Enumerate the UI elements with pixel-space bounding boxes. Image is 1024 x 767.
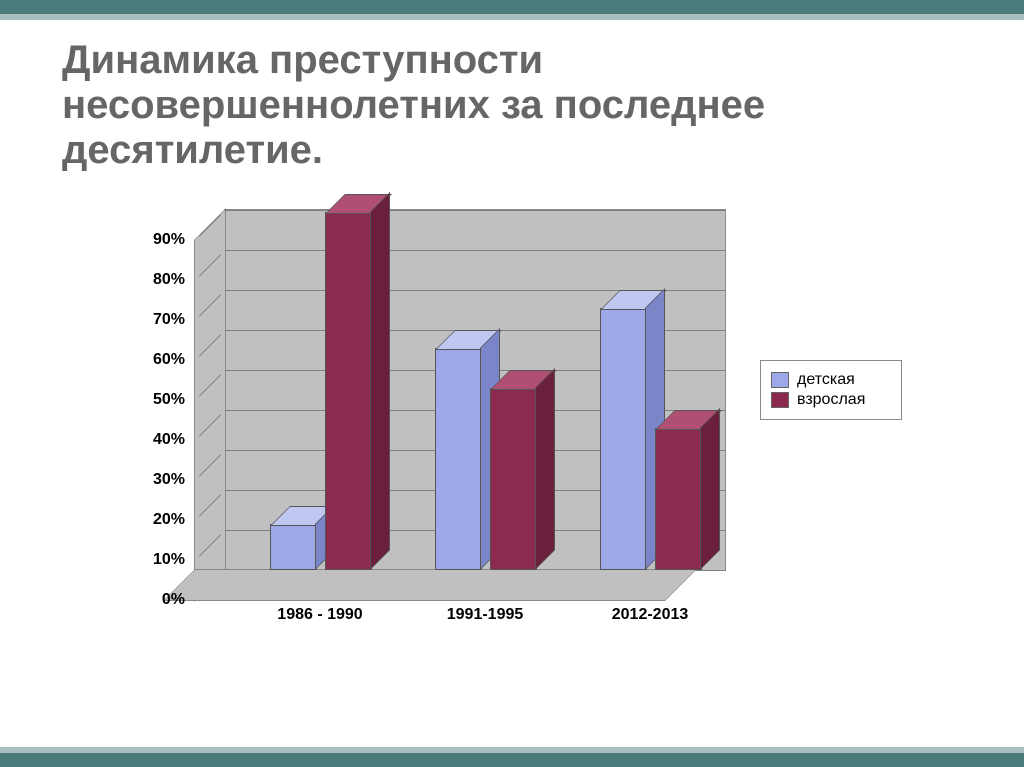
legend-item: детская	[771, 371, 891, 389]
y-tick-label: 90%	[153, 231, 185, 249]
top-rail-dark	[0, 0, 1024, 14]
y-tick-label: 30%	[153, 471, 185, 489]
top-rail-light	[0, 14, 1024, 20]
chart-side-wall	[195, 210, 225, 600]
gridline	[225, 210, 725, 211]
chart-floor	[165, 570, 695, 600]
legend-item: взрослая	[771, 391, 891, 409]
y-tick-label: 50%	[153, 391, 185, 409]
y-tick-label: 20%	[153, 511, 185, 529]
y-tick-label: 40%	[153, 431, 185, 449]
x-tick-label: 1986 - 1990	[277, 606, 362, 624]
bar-взрослая	[490, 390, 535, 570]
bottom-rail-dark	[0, 753, 1024, 767]
chart-legend: детская взрослая	[760, 360, 902, 420]
chart-plot-area: 0%10%20%30%40%50%60%70%80%90% 1986 - 199…	[195, 210, 725, 600]
gridline	[225, 250, 725, 251]
bar-взрослая	[655, 430, 700, 570]
legend-label: взрослая	[797, 391, 865, 409]
crime-dynamics-chart: 0% 10% 20% 30% 40% 50% 60% 70% 80% 90% 1986 - 199…	[120, 190, 900, 660]
bar-детская	[435, 350, 480, 570]
bar-взрослая	[325, 214, 370, 570]
slide-title: Динамика преступности несовершеннолетних…	[62, 38, 962, 172]
slide: Динамика преступности несовершеннолетних…	[0, 0, 1024, 767]
bar-детская	[270, 526, 315, 570]
x-tick-label: 2012-2013	[612, 606, 689, 624]
legend-swatch	[771, 392, 789, 408]
y-tick-label: 70%	[153, 311, 185, 329]
y-tick-label: 10%	[153, 551, 185, 569]
legend-swatch	[771, 372, 789, 388]
bar-детская	[600, 310, 645, 570]
y-tick-label: 80%	[153, 271, 185, 289]
y-tick-label: 0%	[162, 591, 185, 609]
y-tick-label: 60%	[153, 351, 185, 369]
legend-label: детская	[797, 371, 855, 389]
x-tick-label: 1991-1995	[447, 606, 524, 624]
